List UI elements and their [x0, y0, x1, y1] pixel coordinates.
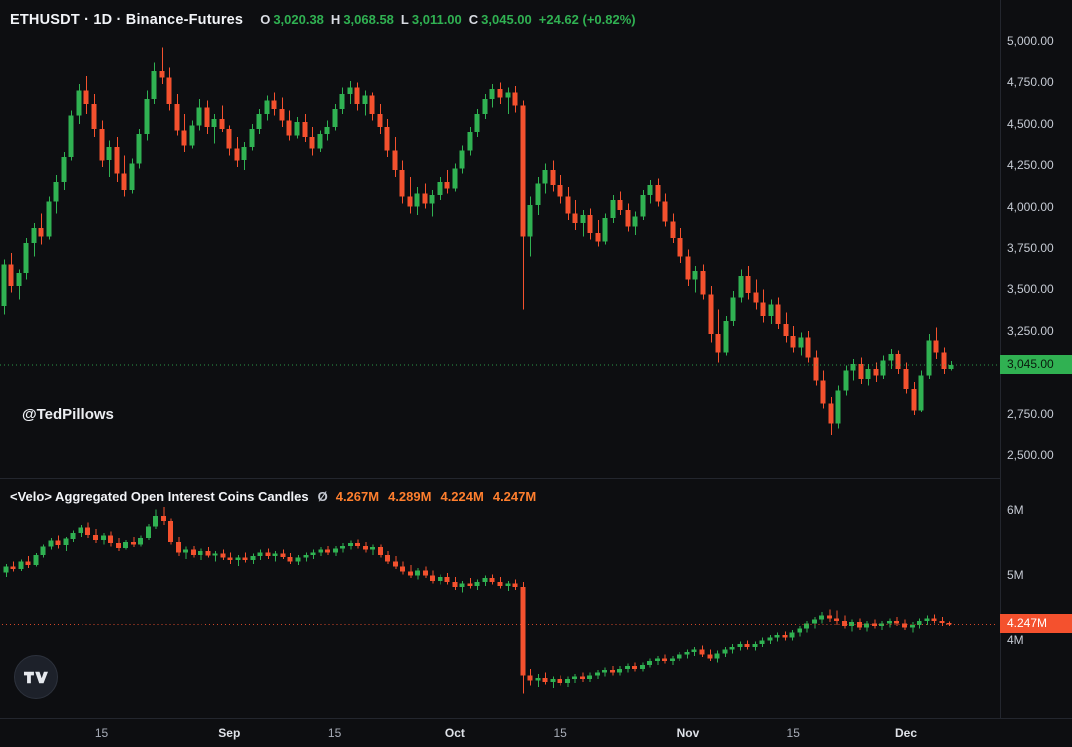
tradingview-logo-icon	[24, 671, 48, 683]
ohlc-low-label: L	[400, 12, 409, 27]
oi-low-value: 4.224M	[440, 489, 484, 504]
price-change-value: +24.62 (+0.82%)	[538, 12, 636, 27]
open-interest-candles-svg	[2, 506, 998, 694]
oi-axis-label: 6M	[1007, 502, 1024, 517]
ohlc-close-value: 3,045.00	[481, 12, 532, 27]
time-scale[interactable]: 15 Sep 15 Oct 15 Nov 15 Dec	[0, 718, 1072, 747]
time-axis-label-15: 15	[553, 726, 567, 740]
time-axis-label-nov: Nov	[676, 726, 700, 740]
oi-average-symbol: Ø	[317, 489, 328, 504]
last-oi-badge: 4.247M	[1000, 614, 1072, 634]
price-axis-label: 2,750.00	[1007, 406, 1054, 421]
time-axis-label-oct: Oct	[444, 726, 465, 740]
open-interest-pane[interactable]	[0, 478, 1000, 718]
oi-close-value: 4.247M	[492, 489, 537, 504]
price-axis-label: 3,250.00	[1007, 323, 1054, 338]
time-axis-label-15: 15	[327, 726, 342, 740]
watermark-handle: @TedPillows	[22, 406, 114, 423]
open-interest-legend: <Velo> Aggregated Open Interest Coins Ca…	[10, 489, 545, 504]
ohlc-high-label: H	[330, 12, 341, 27]
oi-axis-label: 4M	[1007, 632, 1024, 647]
price-legend: ETHUSDT · 1D · Binance-Futures O 3,020.3…	[10, 12, 636, 28]
ohlc-close-label: C	[468, 12, 479, 27]
time-axis-label-15: 15	[786, 726, 800, 740]
price-axis-label: 4,500.00	[1007, 116, 1054, 131]
last-price-badge: 3,045.00	[1000, 355, 1072, 375]
oi-high-value: 4.289M	[388, 489, 432, 504]
oi-open-value: 4.267M	[335, 489, 380, 504]
price-axis-label: 2,500.00	[1007, 447, 1054, 462]
price-axis-label: 3,750.00	[1007, 241, 1054, 256]
oi-indicator-title[interactable]: <Velo> Aggregated Open Interest Coins Ca…	[10, 489, 309, 504]
oi-axis-label: 5M	[1007, 567, 1024, 582]
ohlc-open-value: 3,020.38	[273, 12, 324, 27]
time-axis-label-dec: Dec	[894, 726, 918, 740]
price-axis-label: 4,000.00	[1007, 199, 1054, 214]
price-axis-label: 4,250.00	[1007, 158, 1054, 173]
symbol-title[interactable]: ETHUSDT · 1D · Binance-Futures	[10, 12, 244, 28]
price-axis-label: 5,000.00	[1007, 34, 1054, 49]
ohlc-low-value: 3,011.00	[411, 12, 462, 27]
ohlc-open-label: O	[260, 12, 271, 27]
price-pane[interactable]: ETHUSDT · 1D · Binance-Futures O 3,020.3…	[0, 0, 1000, 478]
price-candles-svg	[0, 47, 1000, 436]
time-axis-label-15: 15	[94, 726, 109, 740]
tradingview-logo[interactable]	[14, 655, 58, 699]
ohlc-high-value: 3,068.58	[343, 12, 394, 27]
price-axis-label: 4,750.00	[1007, 75, 1054, 90]
time-axis-label-sep: Sep	[218, 726, 241, 740]
price-axis-label: 3,500.00	[1007, 282, 1054, 297]
